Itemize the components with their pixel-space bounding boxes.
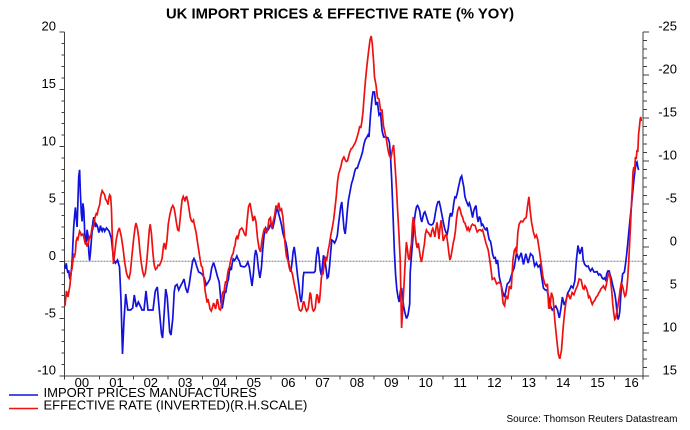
svg-text:IMPORT PRICES MANUFACTURES: IMPORT PRICES MANUFACTURES: [44, 385, 258, 400]
svg-text:-10: -10: [37, 363, 56, 378]
svg-text:-20: -20: [658, 62, 677, 77]
svg-text:13: 13: [522, 375, 536, 390]
svg-text:08: 08: [350, 375, 364, 390]
svg-text:06: 06: [281, 375, 295, 390]
svg-text:-5: -5: [44, 305, 56, 320]
svg-text:5: 5: [49, 191, 56, 206]
svg-text:15: 15: [663, 363, 677, 378]
svg-text:EFFECTIVE RATE (INVERTED)(R.H.: EFFECTIVE RATE (INVERTED)(R.H.SCALE): [44, 398, 308, 413]
svg-text:-15: -15: [658, 105, 677, 120]
svg-text:15: 15: [590, 375, 604, 390]
svg-text:10: 10: [663, 320, 677, 335]
svg-text:-5: -5: [665, 191, 677, 206]
svg-text:01: 01: [109, 375, 123, 390]
svg-text:5: 5: [670, 277, 677, 292]
svg-text:UK IMPORT PRICES & EFFECTIVE R: UK IMPORT PRICES & EFFECTIVE RATE (% YOY…: [166, 7, 514, 23]
svg-text:-25: -25: [658, 19, 677, 34]
svg-text:16: 16: [624, 375, 638, 390]
svg-text:10: 10: [418, 375, 432, 390]
svg-text:05: 05: [247, 375, 261, 390]
svg-text:02: 02: [144, 375, 158, 390]
svg-text:11: 11: [453, 375, 467, 390]
svg-text:14: 14: [556, 375, 570, 390]
svg-text:09: 09: [384, 375, 398, 390]
svg-text:10: 10: [42, 133, 56, 148]
svg-text:04: 04: [212, 375, 226, 390]
svg-text:15: 15: [42, 76, 56, 91]
svg-text:Source: Thomson Reuters Datast: Source: Thomson Reuters Datastream: [506, 414, 677, 425]
svg-text:20: 20: [42, 19, 56, 34]
svg-text:03: 03: [178, 375, 192, 390]
svg-text:12: 12: [487, 375, 501, 390]
svg-text:07: 07: [315, 375, 329, 390]
svg-text:0: 0: [670, 234, 677, 249]
svg-text:0: 0: [49, 248, 56, 263]
svg-text:-10: -10: [658, 148, 677, 163]
svg-text:00: 00: [75, 375, 89, 390]
